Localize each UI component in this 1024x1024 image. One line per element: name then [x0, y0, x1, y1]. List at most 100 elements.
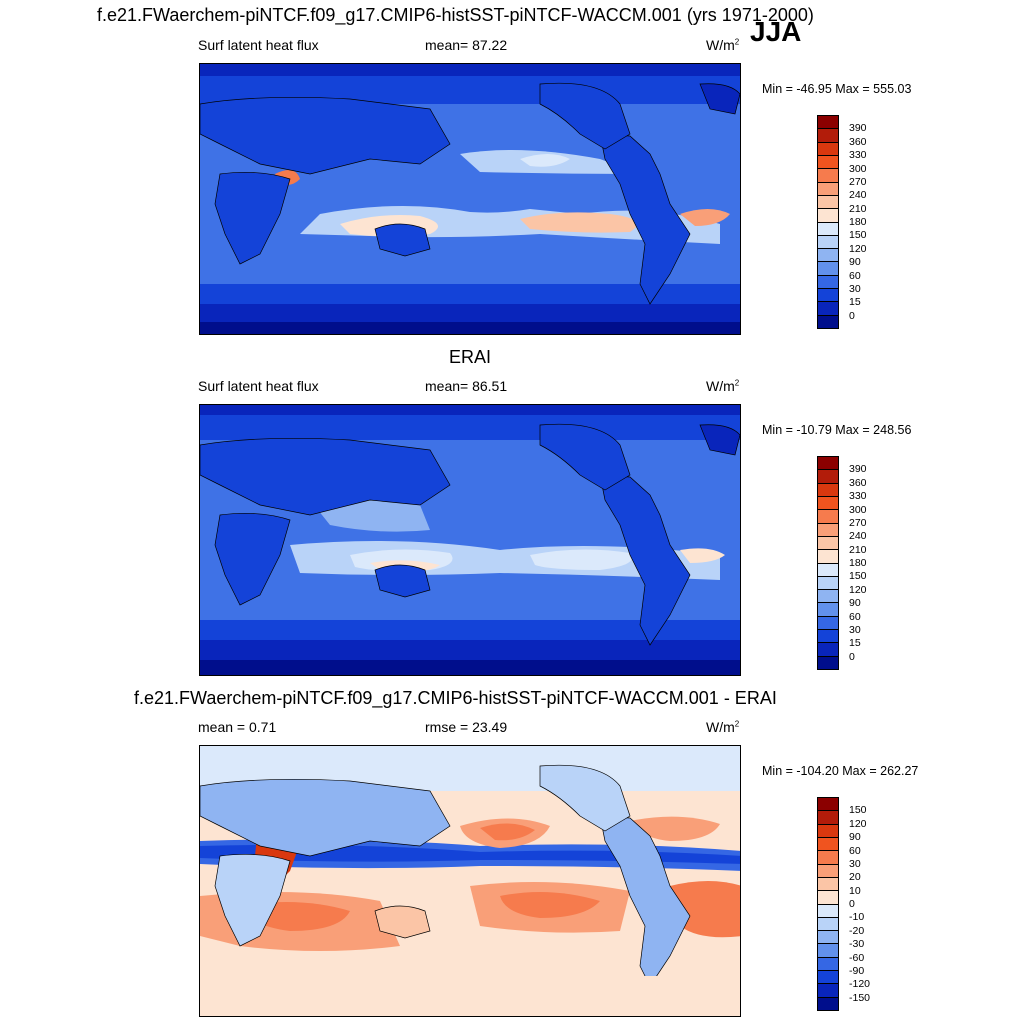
panel3-minmax: Min = -104.20 Max = 262.27 — [762, 764, 919, 778]
colorbar-tick-label: 120 — [849, 817, 867, 830]
colorbar-tick-label: -60 — [849, 951, 865, 964]
season-label: JJA — [750, 16, 802, 47]
colorbar-tick-label: 60 — [849, 269, 861, 282]
colorbar-swatch — [818, 523, 838, 537]
panel2-minmax: Min = -10.79 Max = 248.56 — [762, 423, 912, 437]
colorbar-tick-label: 240 — [849, 530, 867, 543]
colorbar-swatch — [818, 315, 838, 328]
colorbar-swatch — [818, 957, 838, 972]
panel3-units: W/m2 — [706, 719, 740, 735]
colorbar-swatch — [818, 603, 838, 617]
colorbar-tick-label: -10 — [849, 911, 865, 924]
panel2-mean: mean= 86.51 — [425, 378, 508, 394]
colorbar-tick-label: -150 — [849, 991, 871, 1004]
colorbar-tick-label: -30 — [849, 938, 865, 951]
colorbar-tick-label: 180 — [849, 557, 867, 569]
panel2-variable: Surf latent heat flux — [198, 378, 319, 394]
colorbar-swatch — [818, 142, 838, 156]
colorbar-tick-label: 150 — [849, 570, 867, 583]
colorbar-swatch — [818, 971, 838, 985]
panel1-minmax: Min = -46.95 Max = 555.03 — [762, 82, 912, 96]
colorbar-swatch — [818, 169, 838, 183]
colorbar-swatch — [818, 483, 838, 497]
colorbar-swatch — [818, 616, 838, 631]
colorbar-swatch — [818, 550, 838, 564]
panel1-mean: mean= 87.22 — [425, 37, 508, 53]
colorbar-swatch — [818, 984, 838, 998]
colorbar-tick-label: 270 — [849, 175, 867, 188]
colorbar-tick-label: -20 — [849, 924, 865, 937]
colorbar-tick-label: 270 — [849, 516, 867, 529]
panel2-colorbar — [817, 456, 839, 670]
colorbar-tick-label: 120 — [849, 583, 867, 596]
colorbar-tick-label: 330 — [849, 490, 867, 503]
panel3-mean: mean = 0.71 — [198, 719, 277, 735]
panel1-map — [199, 63, 741, 335]
colorbar-swatch — [818, 837, 838, 852]
colorbar-tick-label: 0 — [849, 309, 855, 322]
colorbar-tick-label: 120 — [849, 242, 867, 255]
panel3-rmse: rmse = 23.49 — [425, 719, 508, 735]
colorbar-swatch — [818, 563, 838, 577]
colorbar-tick-label: 0 — [849, 650, 855, 663]
colorbar-swatch — [818, 496, 838, 511]
colorbar-tick-label: 60 — [849, 610, 861, 623]
colorbar-swatch — [818, 798, 838, 812]
colorbar-tick-label: 360 — [849, 476, 867, 489]
colorbar-swatch — [818, 917, 838, 932]
colorbar-tick-label: 30 — [849, 282, 861, 295]
panel1-units: W/m2 — [706, 37, 740, 53]
colorbar-tick-label: 10 — [849, 884, 861, 897]
colorbar-tick-label: 20 — [849, 871, 861, 884]
colorbar-tick-label: 240 — [849, 189, 867, 202]
colorbar-swatch — [818, 155, 838, 170]
colorbar-tick-label: 30 — [849, 623, 861, 636]
colorbar-tick-label: 90 — [849, 831, 861, 844]
panel1-variable: Surf latent heat flux — [198, 37, 319, 53]
colorbar-swatch — [818, 129, 838, 143]
figure-title: f.e21.FWaerchem-piNTCF.f09_g17.CMIP6-his… — [97, 5, 814, 25]
colorbar-swatch — [818, 590, 838, 604]
colorbar-swatch — [818, 877, 838, 892]
colorbar-swatch — [818, 222, 838, 236]
colorbar-tick-label: 60 — [849, 844, 861, 857]
panel3-title: f.e21.FWaerchem-piNTCF.f09_g17.CMIP6-his… — [134, 688, 777, 708]
colorbar-swatch — [818, 891, 838, 905]
panel2-title: ERAI — [449, 347, 492, 367]
colorbar-swatch — [818, 209, 838, 223]
colorbar-tick-label: 390 — [849, 122, 867, 135]
colorbar-tick-label: 180 — [849, 216, 867, 228]
colorbar-tick-label: 390 — [849, 463, 867, 476]
colorbar-tick-label: 150 — [849, 804, 867, 817]
colorbar-tick-label: 15 — [849, 296, 861, 309]
panel2-units: W/m2 — [706, 378, 740, 394]
colorbar-tick-label: 360 — [849, 135, 867, 148]
colorbar-tick-label: 90 — [849, 256, 861, 269]
colorbar-swatch — [818, 576, 838, 591]
colorbar-swatch — [818, 944, 838, 958]
colorbar-tick-label: 210 — [849, 202, 867, 215]
colorbar-swatch — [818, 116, 838, 130]
colorbar-swatch — [818, 997, 838, 1010]
colorbar-tick-label: -90 — [849, 964, 865, 977]
panel2-map — [199, 404, 741, 676]
colorbar-swatch — [818, 630, 838, 644]
colorbar-swatch — [818, 811, 838, 825]
colorbar-swatch — [818, 195, 838, 210]
colorbar-swatch — [818, 182, 838, 196]
panel1-colorbar — [817, 115, 839, 329]
colorbar-tick-label: 15 — [849, 637, 861, 650]
colorbar-swatch — [818, 851, 838, 865]
colorbar-tick-label: 330 — [849, 149, 867, 162]
colorbar-swatch — [818, 864, 838, 878]
colorbar-swatch — [818, 656, 838, 669]
panel3-map — [199, 745, 741, 1017]
panel3-colorbar — [817, 797, 839, 1011]
colorbar-swatch — [818, 904, 838, 918]
colorbar-tick-label: 300 — [849, 162, 867, 175]
colorbar-swatch — [818, 249, 838, 263]
colorbar-swatch — [818, 824, 838, 838]
colorbar-swatch — [818, 235, 838, 250]
colorbar-tick-label: 90 — [849, 597, 861, 610]
colorbar-tick-label: 210 — [849, 543, 867, 556]
